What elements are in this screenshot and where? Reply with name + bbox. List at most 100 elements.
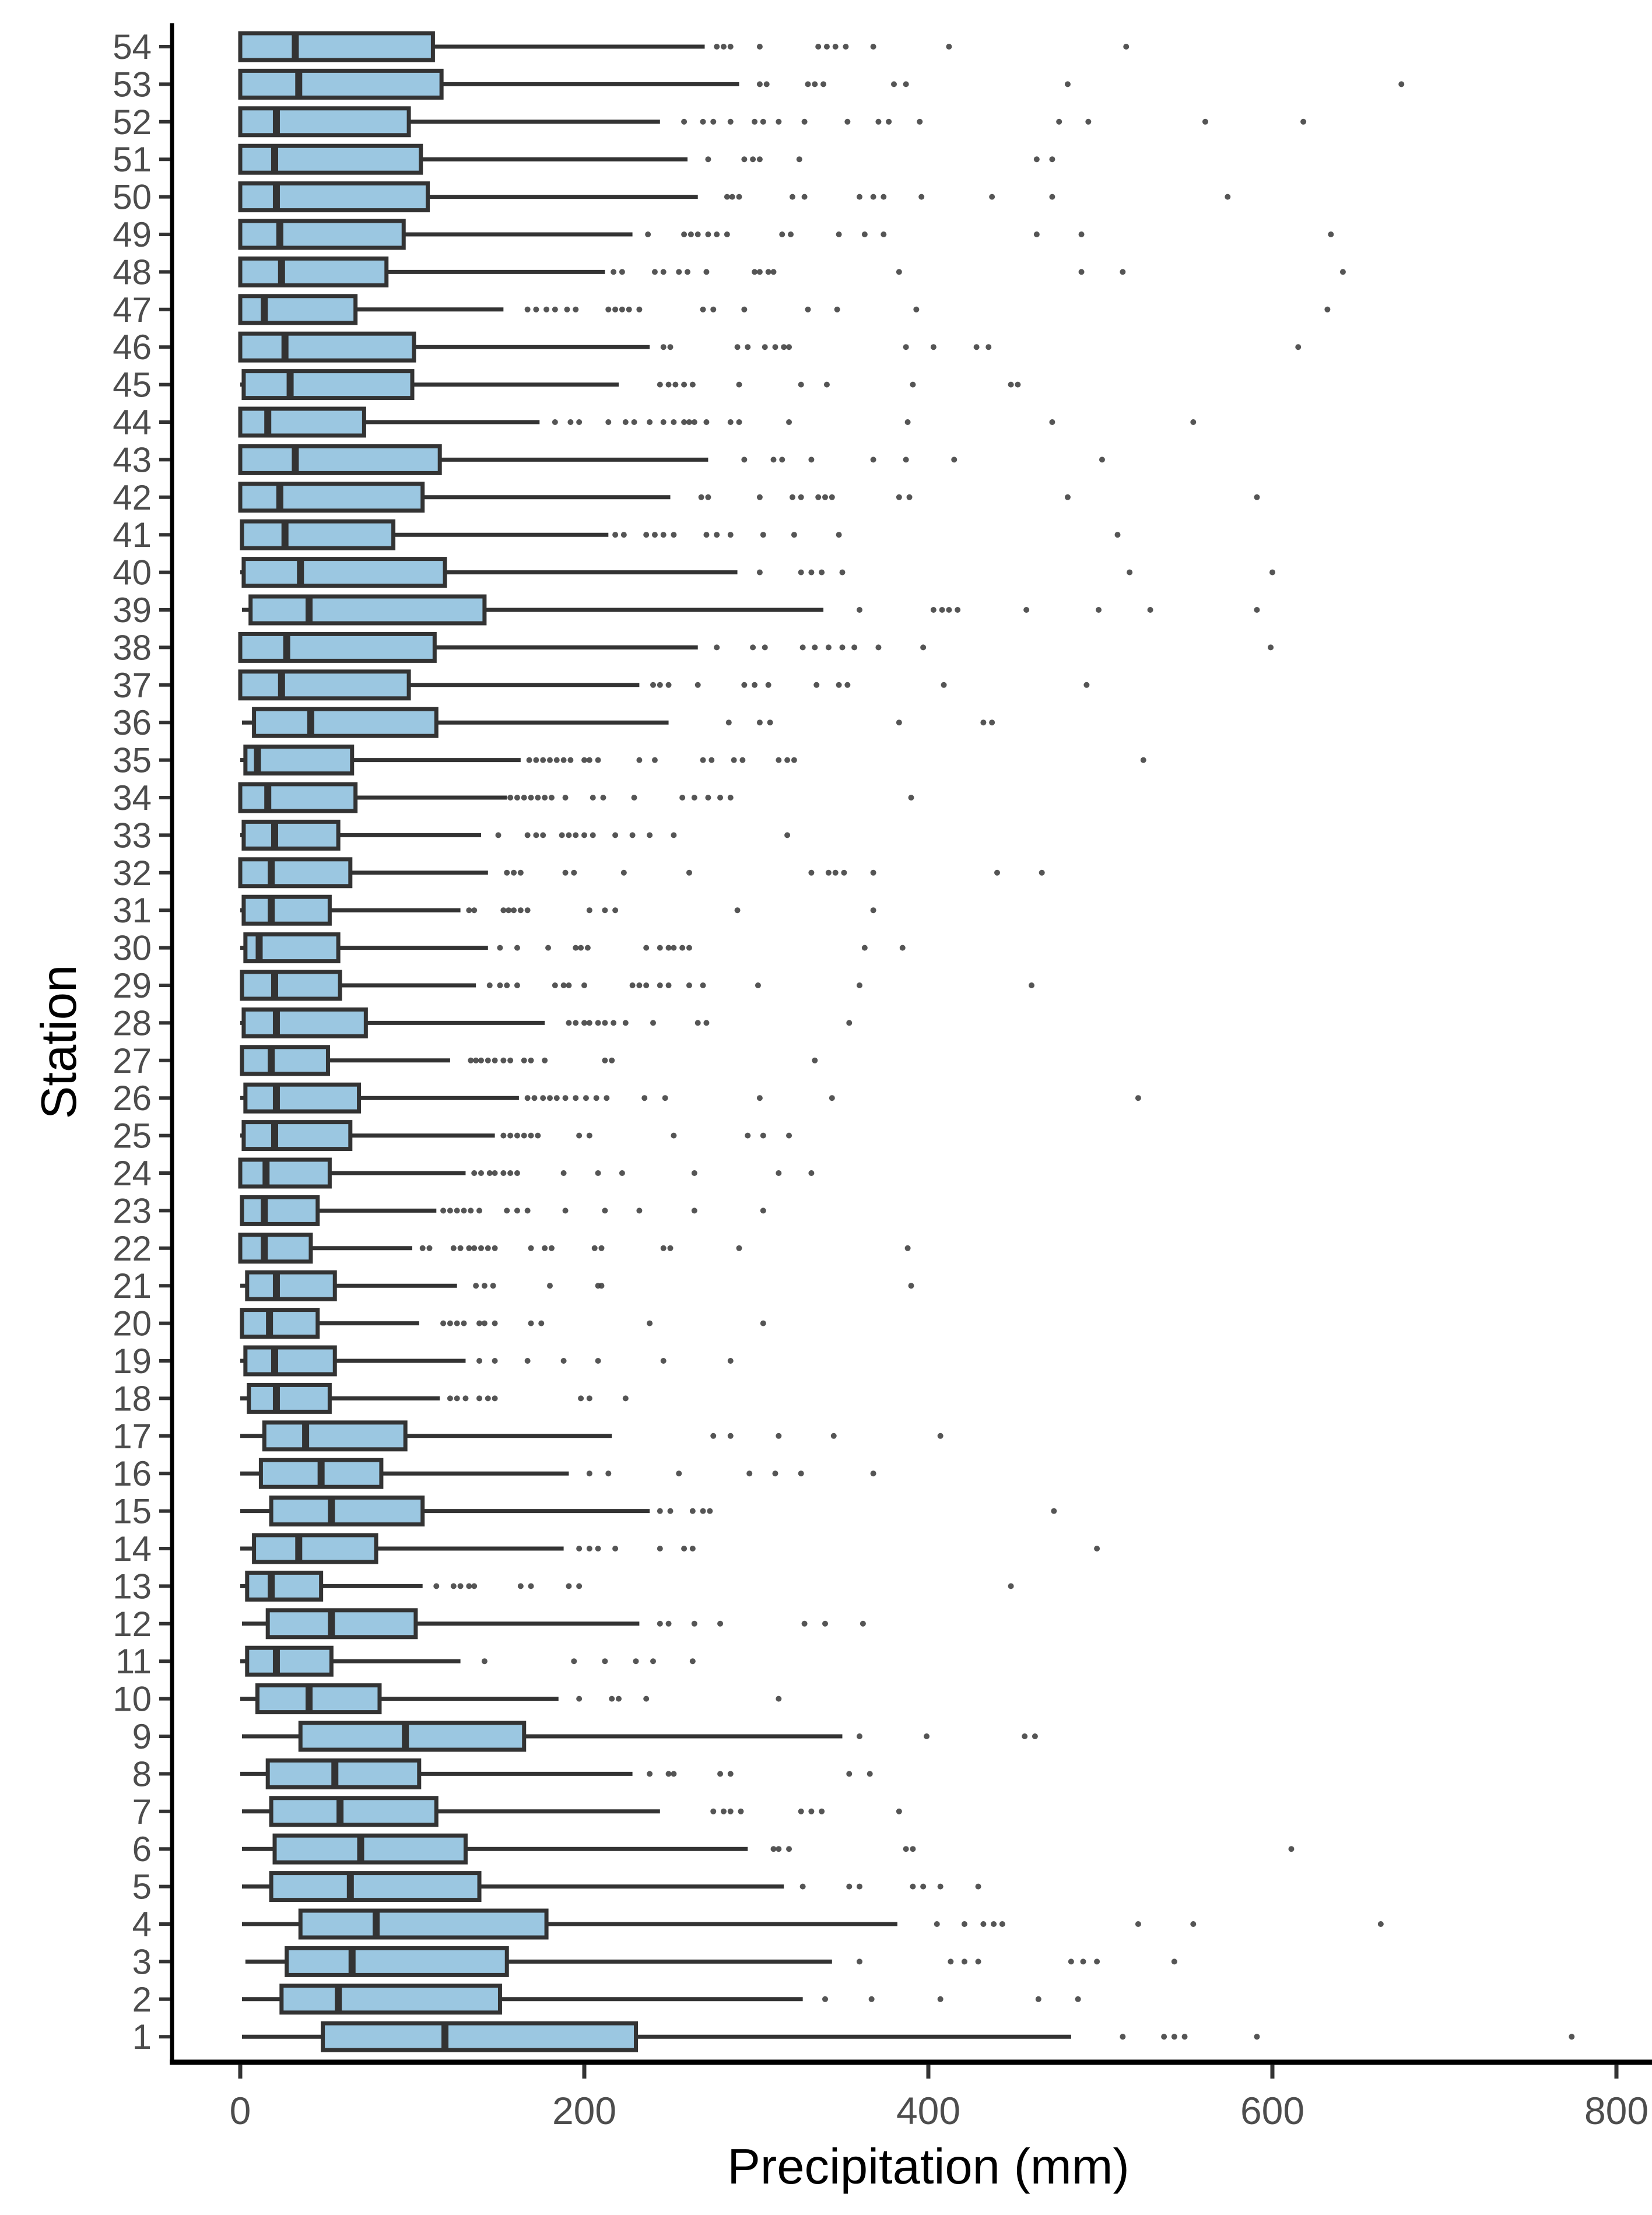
outlier-point (1254, 2034, 1260, 2040)
boxplot-row-station-53: 53 (113, 65, 1405, 104)
outlier-point (586, 757, 592, 763)
outlier-point (734, 907, 741, 914)
outlier-point (1083, 682, 1090, 688)
iqr-box (238, 444, 442, 475)
outlier-point (903, 344, 909, 350)
outlier-point (660, 1358, 667, 1364)
outlier-point (825, 644, 832, 651)
outlier-point (756, 569, 763, 575)
iqr-box (285, 1946, 509, 1977)
outlier-point (672, 381, 679, 388)
outlier-point (717, 1620, 724, 1627)
y-tick-label: 33 (113, 816, 152, 855)
boxplot-row-station-24: 24 (113, 1154, 815, 1193)
outlier-point (741, 306, 748, 313)
outlier-point (576, 1132, 583, 1139)
outlier-point (547, 757, 553, 763)
outlier-point (808, 1808, 815, 1814)
boxplot-row-station-54: 54 (113, 27, 1130, 66)
outlier-point (808, 569, 815, 575)
iqr-box (265, 1758, 422, 1789)
outlier-point (553, 757, 560, 763)
outlier-point (910, 1883, 916, 1890)
outlier-point (485, 1245, 491, 1251)
outlier-point (586, 1395, 592, 1402)
iqr-box (321, 2021, 638, 2052)
outlier-point (633, 1658, 639, 1665)
outlier-point (727, 44, 734, 50)
outlier-point (1147, 607, 1153, 613)
outlier-point (891, 81, 897, 87)
outlier-point (736, 1245, 742, 1251)
outlier-point (665, 381, 672, 388)
outlier-point (689, 1658, 696, 1665)
outlier-point (602, 1020, 608, 1026)
outlier-point (808, 869, 815, 876)
outlier-point (786, 1846, 792, 1852)
outlier-point (736, 419, 742, 425)
outlier-point (857, 1958, 862, 1965)
outlier-point (1094, 1958, 1100, 1965)
outlier-point (700, 757, 706, 763)
outlier-point (602, 1057, 608, 1063)
boxplot-row-station-52: 52 (113, 103, 1307, 142)
outlier-point (772, 344, 778, 350)
outlier-point (1190, 419, 1197, 425)
iqr-box (298, 1721, 527, 1752)
y-tick-label: 38 (113, 628, 152, 667)
outlier-point (492, 1320, 498, 1326)
outlier-point (857, 607, 862, 613)
outlier-point (612, 907, 619, 914)
iqr-box (255, 1683, 382, 1715)
y-tick-label: 48 (113, 252, 152, 292)
boxplot-row-station-6: 6 (132, 1830, 1295, 1869)
outlier-point (662, 1095, 668, 1101)
outlier-point (844, 682, 851, 688)
outlier-point (447, 1320, 453, 1326)
outlier-point (609, 1057, 615, 1063)
iqr-box (238, 256, 389, 287)
outlier-point (665, 982, 672, 988)
outlier-point (595, 757, 601, 763)
outlier-point (604, 1095, 610, 1101)
outlier-point (657, 381, 663, 388)
outlier-point (567, 757, 574, 763)
iqr-box (238, 68, 444, 100)
y-tick-label: 53 (113, 65, 152, 104)
outlier-point (552, 982, 558, 988)
boxplot-row-station-32: 32 (113, 854, 1045, 893)
outlier-point (784, 832, 791, 838)
y-tick-label: 51 (113, 140, 152, 179)
boxplot-row-station-34: 34 (113, 778, 914, 817)
outlier-point (832, 869, 839, 876)
iqr-box (238, 31, 435, 62)
outlier-point (542, 1245, 548, 1251)
boxplot-row-station-47: 47 (113, 290, 1331, 329)
outlier-point (667, 344, 674, 350)
y-tick-label: 1 (132, 2017, 152, 2056)
outlier-point (750, 644, 756, 651)
outlier-point (700, 1508, 706, 1514)
outlier-point (457, 1245, 464, 1251)
outlier-point (586, 1470, 592, 1477)
outlier-point (691, 795, 697, 801)
outlier-point (689, 1508, 696, 1514)
outlier-point (524, 1207, 531, 1214)
y-tick-label: 15 (113, 1492, 152, 1531)
outlier-point (619, 1170, 625, 1176)
outlier-point (524, 907, 531, 914)
outlier-point (1123, 44, 1130, 50)
outlier-point (834, 306, 840, 313)
outlier-point (1051, 1508, 1057, 1514)
outlier-point (760, 1207, 766, 1214)
outlier-point (1029, 982, 1034, 988)
outlier-point (939, 607, 945, 613)
outlier-point (736, 194, 742, 200)
outlier-point (524, 306, 531, 313)
y-tick-label: 9 (132, 1717, 152, 1756)
outlier-point (1022, 1733, 1028, 1739)
outlier-point (772, 1470, 778, 1477)
x-axis-title: Precipitation (mm) (727, 2139, 1130, 2195)
outlier-point (756, 719, 763, 726)
outlier-point (861, 231, 868, 237)
